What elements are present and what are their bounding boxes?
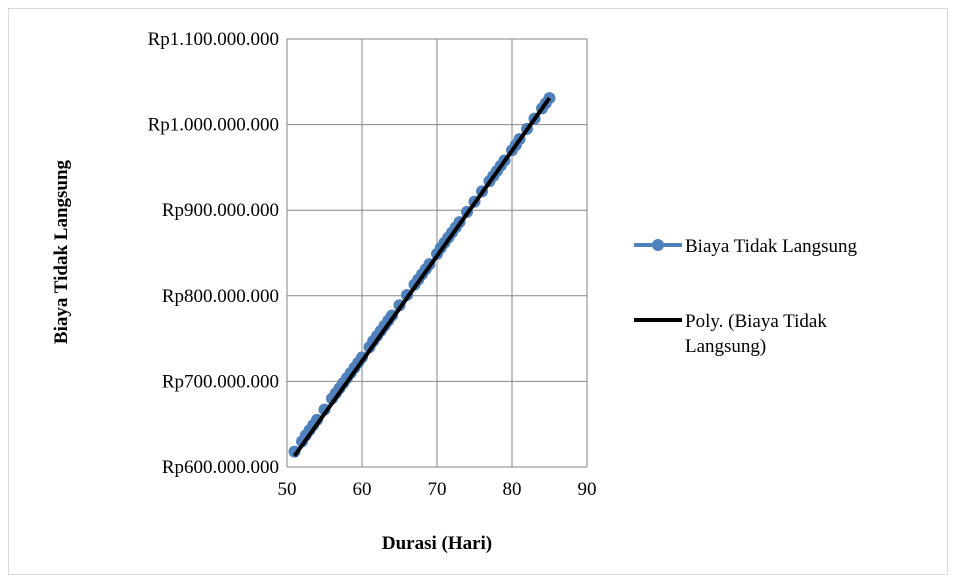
y-tick-label: Rp600.000.000: [162, 457, 279, 478]
y-axis-title: Biaya Tidak Langsung: [51, 159, 72, 344]
x-tick-label: 60: [353, 479, 372, 500]
x-axis-title: Durasi (Hari): [382, 533, 492, 554]
chart-svg: Rp600.000.000 Rp700.000.000 Rp800.000.000 R…: [51, 29, 858, 554]
x-tick-label: 70: [428, 479, 447, 500]
y-tick-label: Rp800.000.000: [162, 286, 279, 307]
x-tick-label: 90: [578, 479, 597, 500]
x-tick-label: 50: [278, 479, 297, 500]
y-tick-label: Rp700.000.000: [162, 371, 279, 392]
y-tick-label: Rp1.000.000.000: [148, 115, 279, 136]
trendline: [292, 96, 552, 458]
legend: Biaya Tidak Langsung Poly. (Biaya Tidak …: [634, 236, 858, 357]
legend-series1-label: Biaya Tidak Langsung: [685, 236, 858, 257]
x-tick-labels: 50 60 70 80 90: [278, 479, 597, 500]
legend-series2-label-line2: Langsung): [685, 336, 766, 357]
chart-frame: Rp600.000.000 Rp700.000.000 Rp800.000.000 R…: [8, 8, 948, 575]
y-tick-label: Rp900.000.000: [162, 200, 279, 221]
x-tick-label: 80: [503, 479, 522, 500]
y-tick-labels: Rp600.000.000 Rp700.000.000 Rp800.000.000 R…: [148, 29, 279, 478]
y-tick-label: Rp1.100.000.000: [148, 29, 279, 50]
legend-series1-marker: [652, 239, 664, 251]
legend-series2-label-line1: Poly. (Biaya Tidak: [685, 311, 827, 332]
